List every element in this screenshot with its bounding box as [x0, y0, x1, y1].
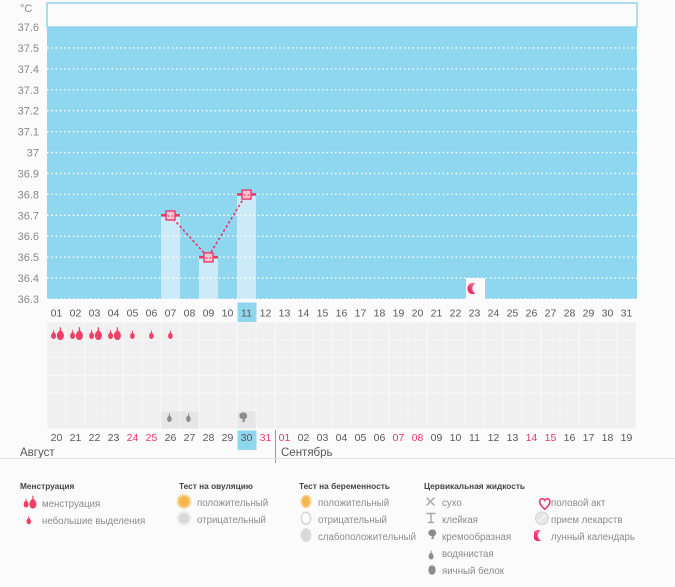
- svg-text:14: 14: [298, 308, 310, 320]
- svg-text:31: 31: [621, 308, 633, 320]
- svg-text:положительный: положительный: [318, 498, 389, 509]
- svg-text:13: 13: [507, 432, 519, 444]
- svg-text:половой акт: половой акт: [551, 498, 606, 509]
- svg-text:11: 11: [241, 308, 252, 320]
- svg-text:лунный календарь: лунный календарь: [551, 532, 635, 543]
- svg-text:36.4: 36.4: [18, 273, 39, 285]
- svg-text:37: 37: [27, 148, 39, 160]
- svg-text:небольшие выделения: небольшие выделения: [42, 516, 145, 527]
- svg-text:36.9: 36.9: [18, 168, 39, 180]
- svg-text:клейкая: клейкая: [442, 515, 478, 526]
- svg-text:09: 09: [431, 432, 443, 444]
- svg-text:13: 13: [279, 308, 291, 320]
- svg-text:21: 21: [70, 432, 82, 444]
- svg-text:03: 03: [89, 308, 101, 320]
- svg-text:01: 01: [51, 308, 63, 320]
- svg-text:28: 28: [203, 432, 215, 444]
- svg-text:18: 18: [374, 308, 386, 320]
- svg-text:20: 20: [51, 432, 63, 444]
- svg-text:17: 17: [583, 432, 595, 444]
- svg-text:04: 04: [336, 432, 348, 444]
- svg-text:04: 04: [108, 308, 120, 320]
- svg-text:36.5: 36.5: [18, 252, 39, 264]
- svg-text:12: 12: [488, 432, 500, 444]
- svg-text:27: 27: [545, 308, 557, 320]
- svg-text:°C: °C: [20, 3, 32, 15]
- svg-text:Цервикальная жидкость: Цервикальная жидкость: [424, 481, 525, 491]
- svg-text:02: 02: [298, 432, 310, 444]
- svg-text:26: 26: [526, 308, 538, 320]
- svg-text:12: 12: [260, 308, 272, 320]
- svg-text:16: 16: [564, 432, 576, 444]
- svg-text:36.7: 36.7: [18, 210, 39, 222]
- svg-text:37.1: 37.1: [18, 127, 39, 139]
- svg-text:03: 03: [317, 432, 329, 444]
- svg-text:Август: Август: [20, 447, 55, 459]
- svg-text:23: 23: [108, 432, 120, 444]
- svg-text:отрицательный: отрицательный: [318, 515, 387, 526]
- svg-text:06: 06: [146, 308, 158, 320]
- svg-text:яичный белок: яичный белок: [442, 566, 505, 577]
- svg-text:06: 06: [374, 432, 386, 444]
- svg-text:25: 25: [146, 432, 158, 444]
- svg-text:05: 05: [127, 308, 139, 320]
- svg-text:22: 22: [89, 432, 101, 444]
- svg-text:05: 05: [355, 432, 367, 444]
- svg-text:30: 30: [602, 308, 614, 320]
- svg-text:37.3: 37.3: [18, 85, 39, 97]
- svg-text:19: 19: [393, 308, 405, 320]
- svg-text:08: 08: [184, 308, 196, 320]
- svg-text:Тест на овуляцию: Тест на овуляцию: [179, 481, 253, 491]
- svg-text:24: 24: [127, 432, 139, 444]
- svg-text:36.6: 36.6: [18, 231, 39, 243]
- svg-text:09: 09: [203, 308, 215, 320]
- svg-text:29: 29: [222, 432, 234, 444]
- svg-text:15: 15: [545, 432, 557, 444]
- svg-text:07: 07: [393, 432, 405, 444]
- svg-text:20: 20: [412, 308, 424, 320]
- svg-text:22: 22: [450, 308, 462, 320]
- svg-text:01: 01: [279, 432, 291, 444]
- svg-text:37.2: 37.2: [18, 106, 39, 118]
- svg-text:водянистая: водянистая: [442, 549, 494, 560]
- svg-text:36.3: 36.3: [18, 294, 39, 306]
- svg-text:сухо: сухо: [442, 498, 462, 509]
- svg-text:37.4: 37.4: [18, 64, 39, 76]
- svg-text:18: 18: [602, 432, 614, 444]
- svg-text:31: 31: [260, 432, 272, 444]
- svg-text:36.8: 36.8: [18, 189, 39, 201]
- svg-text:21: 21: [431, 308, 443, 320]
- svg-text:25: 25: [507, 308, 519, 320]
- svg-text:16: 16: [336, 308, 348, 320]
- svg-text:10: 10: [222, 308, 234, 320]
- svg-text:15: 15: [317, 308, 329, 320]
- svg-text:07: 07: [165, 308, 177, 320]
- svg-text:23: 23: [469, 308, 481, 320]
- svg-text:29: 29: [583, 308, 595, 320]
- svg-text:17: 17: [355, 308, 367, 320]
- svg-text:Сентябрь: Сентябрь: [281, 447, 333, 459]
- svg-text:слабоположительный: слабоположительный: [318, 532, 416, 543]
- svg-text:26: 26: [165, 432, 177, 444]
- svg-text:37.6: 37.6: [18, 22, 39, 34]
- svg-text:19: 19: [621, 432, 633, 444]
- svg-text:прием лекарств: прием лекарств: [551, 515, 622, 526]
- svg-text:28: 28: [564, 308, 576, 320]
- svg-text:10: 10: [450, 432, 462, 444]
- svg-text:положительный: положительный: [197, 498, 268, 509]
- svg-text:08: 08: [412, 432, 424, 444]
- svg-text:02: 02: [70, 308, 82, 320]
- svg-text:24: 24: [488, 308, 500, 320]
- svg-text:Менструация: Менструация: [20, 481, 74, 491]
- svg-text:Тест на беременность: Тест на беременность: [299, 481, 390, 491]
- svg-text:14: 14: [526, 432, 538, 444]
- svg-text:кремообразная: кремообразная: [442, 532, 511, 543]
- svg-text:менструация: менструация: [42, 499, 100, 510]
- svg-text:37.5: 37.5: [18, 43, 39, 55]
- svg-text:30: 30: [241, 432, 253, 444]
- svg-text:27: 27: [184, 432, 196, 444]
- svg-text:отрицательный: отрицательный: [197, 515, 266, 526]
- svg-text:11: 11: [469, 432, 480, 444]
